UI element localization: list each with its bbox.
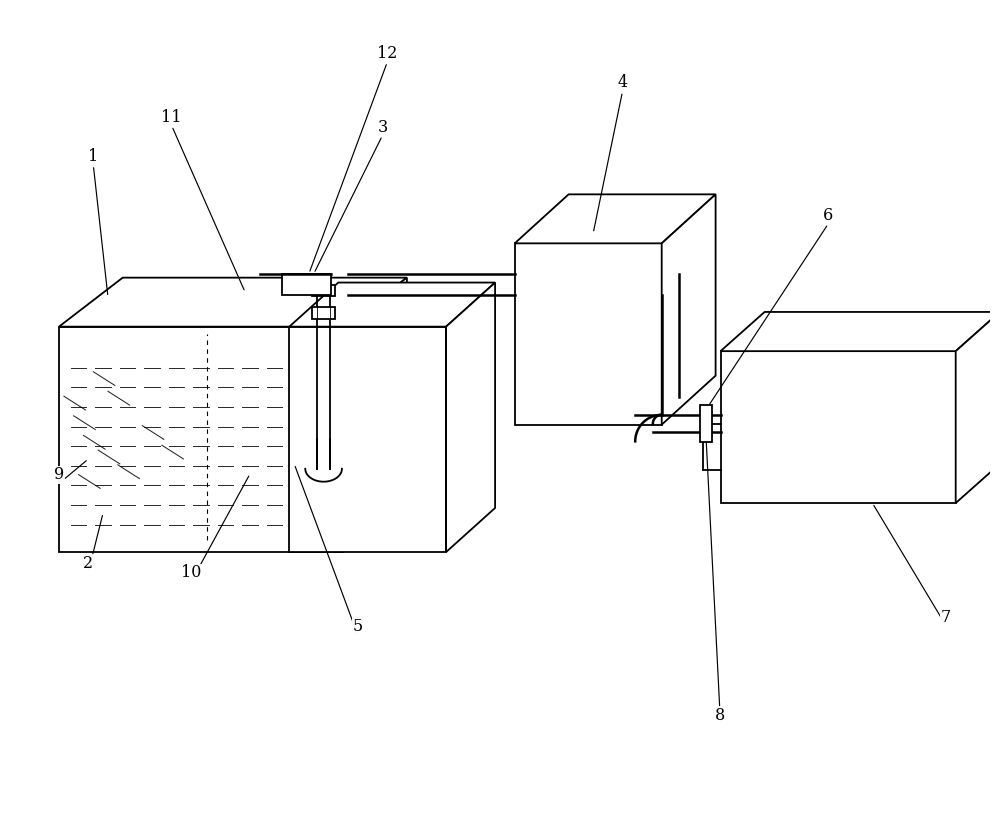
Text: 6: 6 [823, 207, 833, 224]
Polygon shape [59, 327, 343, 552]
Bar [282, 274, 331, 295]
Polygon shape [289, 327, 446, 552]
Bar [312, 284, 335, 297]
Text: 4: 4 [617, 74, 628, 91]
Polygon shape [515, 194, 716, 244]
Polygon shape [720, 351, 956, 503]
Text: 8: 8 [715, 707, 726, 724]
Polygon shape [289, 283, 495, 327]
Polygon shape [343, 278, 407, 552]
Text: 11: 11 [161, 108, 182, 126]
Polygon shape [446, 283, 495, 552]
Text: 7: 7 [941, 609, 951, 626]
Polygon shape [956, 312, 1000, 503]
Text: 3: 3 [377, 118, 388, 135]
Polygon shape [720, 312, 1000, 351]
Text: 9: 9 [54, 466, 64, 483]
Text: 12: 12 [377, 45, 397, 62]
Polygon shape [662, 194, 716, 425]
Polygon shape [59, 278, 407, 327]
Bar [312, 307, 335, 319]
Text: 1: 1 [88, 148, 98, 165]
Text: 2: 2 [83, 555, 93, 571]
Text: 5: 5 [353, 619, 363, 636]
Bar [700, 405, 712, 443]
Text: 10: 10 [181, 565, 201, 581]
Polygon shape [515, 244, 662, 425]
